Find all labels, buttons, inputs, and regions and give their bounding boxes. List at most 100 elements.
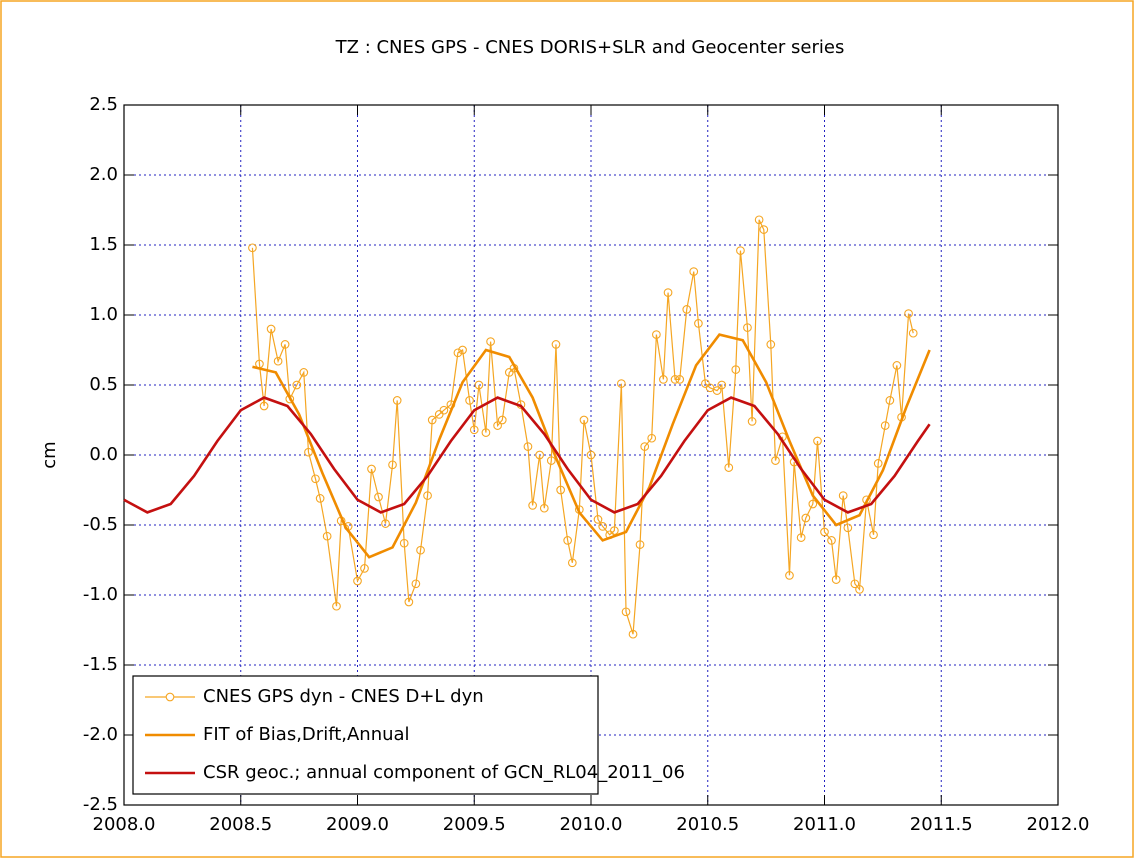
data-point [304,447,313,457]
data-point [353,576,362,586]
y-tick-label: -2.5 [83,794,118,815]
data-point [392,396,402,405]
x-tick-label: 2008.0 [93,814,156,835]
data-point [586,450,596,460]
data-point [754,215,764,225]
y-tick-label: 1.5 [89,234,118,255]
data-point [567,558,577,568]
data-point [838,491,848,500]
data-point [598,522,608,531]
data-point [458,345,467,355]
data-point [904,309,913,318]
x-tick-label: 2012.0 [1027,814,1090,835]
data-point [736,246,745,255]
data-point [640,442,650,451]
data-point [474,380,484,390]
x-tick-label: 2008.5 [209,814,272,835]
data-point [635,540,645,549]
plot-frame [123,104,1059,806]
data-point [493,421,502,430]
data-point [670,375,680,384]
legend-label: FIT of Bias,Drift,Annual [203,724,410,745]
data-point [427,415,437,425]
data-point [528,501,537,510]
data-point [311,474,320,484]
data-point [465,396,474,405]
data-point [694,319,703,328]
data-point [486,337,495,346]
data-point [908,328,918,338]
data-point [609,526,619,535]
data-point [801,513,811,523]
x-tick-label: 2011.0 [793,814,856,835]
data-point [647,433,657,443]
data-point [266,324,276,334]
data-point [273,356,283,366]
series-line [252,333,931,559]
data-point [551,340,561,349]
data-point [743,323,752,332]
data-point [523,442,533,451]
data-point [416,545,425,555]
data-point [535,450,544,460]
data-point [497,415,507,425]
data-point [280,340,290,349]
data-point [374,492,383,502]
data-point [873,459,883,468]
data-point [388,460,397,470]
data-point [855,585,864,594]
data-point [539,503,549,513]
data-point [675,375,685,384]
data-point [759,225,769,234]
data-point [399,538,409,548]
data-point [689,267,699,276]
data-point [771,456,780,465]
data-point [808,499,818,509]
data-point [332,601,341,611]
data-point [843,523,853,533]
data-point [259,401,269,411]
data-point [724,463,734,472]
data-point [731,365,741,374]
x-tick-label: 2010.5 [676,814,739,835]
data-point [617,379,626,388]
data-point [813,436,822,446]
data-point [315,494,325,503]
data-point [381,519,390,528]
data-point [423,491,432,500]
data-point [563,536,573,545]
data-point [785,571,794,580]
data-point [766,340,776,349]
x-tick-label: 2009.5 [443,814,506,835]
series-line [123,396,931,514]
x-tick-label: 2010.0 [560,814,623,835]
data-point [796,533,806,542]
data-point [869,530,878,540]
data-point [831,575,841,584]
data-point [717,380,727,390]
y-tick-label: 0.0 [89,444,118,465]
y-tick-label: -1.5 [83,654,118,675]
data-point [556,485,565,495]
data-point [248,243,257,253]
data-point [299,368,309,377]
legend-marker [165,692,175,702]
legend-box [132,675,599,795]
y-tick-label: -0.5 [83,514,118,535]
data-point [659,375,668,384]
data-point [453,348,463,358]
legend-label: CNES GPS dyn - CNES D+L dyn [203,686,484,707]
y-tick-label: 2.0 [89,164,118,185]
data-point [367,464,376,474]
data-point [404,597,414,607]
legend-label: CSR geoc.; annual component of GCN_RL04_… [203,762,685,783]
data-point [880,421,890,430]
data-point [481,428,491,437]
y-tick-label: 1.0 [89,304,118,325]
data-point [621,607,631,617]
data-point [292,380,302,390]
x-tick-label: 2011.5 [910,814,973,835]
data-point [892,361,902,370]
